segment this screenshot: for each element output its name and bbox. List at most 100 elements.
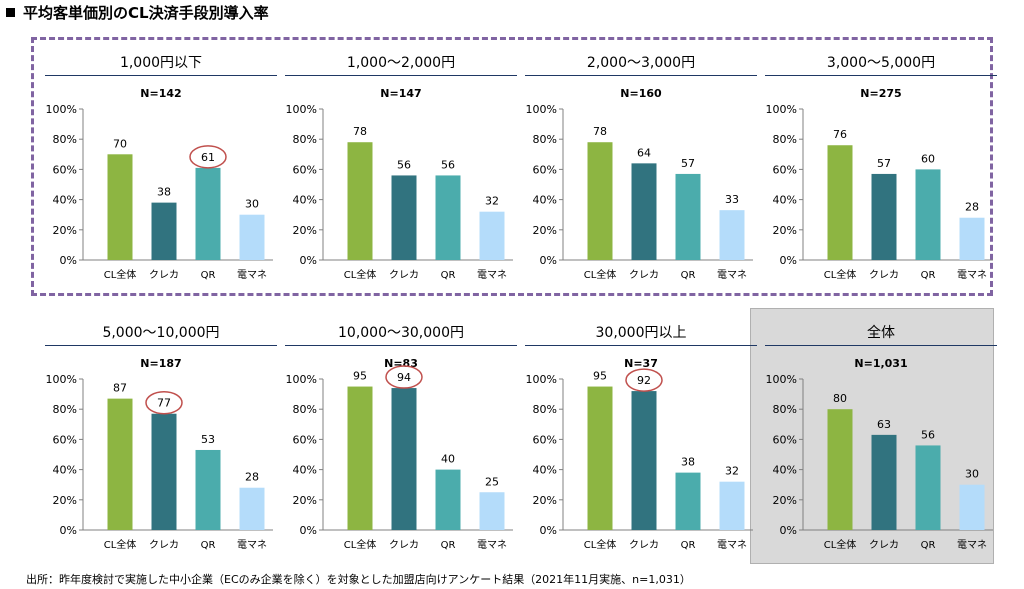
category-label: QR <box>681 540 696 551</box>
data-label: 95 <box>353 370 367 383</box>
y-tick-label: 100% <box>526 103 557 116</box>
category-label: 電マネ <box>957 269 987 281</box>
bar <box>151 413 177 530</box>
category-label: 電マネ <box>477 539 507 551</box>
y-tick-label: 80% <box>293 403 317 416</box>
data-label: 61 <box>201 151 215 164</box>
category-label: クレカ <box>149 269 179 281</box>
data-label: 95 <box>593 370 607 383</box>
highlight-circle <box>625 368 663 392</box>
data-label: 63 <box>877 418 891 431</box>
y-tick-label: 20% <box>773 224 797 237</box>
bar <box>151 202 177 260</box>
data-label: 64 <box>637 146 651 159</box>
data-label: 30 <box>965 468 979 481</box>
category-label: 電マネ <box>237 269 267 281</box>
y-tick-label: 0% <box>780 524 797 537</box>
y-tick-label: 20% <box>293 224 317 237</box>
bar <box>871 173 897 260</box>
y-tick-label: 60% <box>773 433 797 446</box>
bar-chart: 0% 20% 40% 60% 80% 100% 78 CL全体 56 クレカ 56 QR 32 電マネ <box>286 103 513 281</box>
y-tick-label: 60% <box>53 433 77 446</box>
highlight-circle <box>385 365 423 389</box>
data-label: 78 <box>593 125 607 138</box>
data-label: 40 <box>441 453 455 466</box>
category-label: 電マネ <box>717 539 747 551</box>
category-label: CL全体 <box>344 538 377 551</box>
panel-title-rule <box>525 75 757 76</box>
data-label: 80 <box>833 392 847 405</box>
data-label: 28 <box>245 471 259 484</box>
bar <box>195 167 221 260</box>
bar <box>587 386 613 530</box>
category-label: クレカ <box>389 539 419 551</box>
y-tick-label: 0% <box>540 524 557 537</box>
data-label: 87 <box>113 382 127 395</box>
category-label: QR <box>441 540 456 551</box>
bar <box>871 434 897 530</box>
bar <box>107 154 133 260</box>
y-tick-label: 40% <box>533 194 557 207</box>
data-label: 32 <box>485 195 499 208</box>
panel-title: 5,000～10,000円 <box>102 325 220 341</box>
category-label: CL全体 <box>584 268 617 281</box>
panel-sample-size: N=147 <box>380 87 422 100</box>
panel-title-rule <box>45 75 277 76</box>
y-tick-label: 20% <box>53 494 77 507</box>
y-tick-label: 40% <box>773 194 797 207</box>
source-note: 出所：昨年度検討で実施した中小企業（ECのみ企業を除く）を対象とした加盟店向けア… <box>26 573 691 586</box>
category-label: QR <box>441 270 456 281</box>
bar <box>195 449 221 530</box>
bar <box>915 169 941 260</box>
y-tick-label: 60% <box>773 163 797 176</box>
category-label: 電マネ <box>237 539 267 551</box>
data-label: 57 <box>681 157 695 170</box>
y-tick-label: 60% <box>533 433 557 446</box>
data-label: 60 <box>921 152 935 165</box>
bar <box>959 217 985 260</box>
y-tick-label: 100% <box>286 103 317 116</box>
data-label: 30 <box>245 198 259 211</box>
y-tick-label: 80% <box>533 133 557 146</box>
data-label: 76 <box>833 128 847 141</box>
bar <box>631 391 657 530</box>
bar-chart: 0% 20% 40% 60% 80% 100% 70 CL全体 38 クレカ 61 QR 30 電マネ <box>46 103 273 281</box>
y-tick-label: 80% <box>53 133 77 146</box>
bar-chart: 0% 20% 40% 60% 80% 100% 76 CL全体 57 クレカ 60 QR 28 電マネ <box>766 103 993 281</box>
data-label: 32 <box>725 465 739 478</box>
bar <box>587 142 613 260</box>
bar <box>719 210 745 260</box>
y-tick-label: 0% <box>300 524 317 537</box>
bar-chart: 0% 20% 40% 60% 80% 100% 87 CL全体 77 クレカ 53 QR 28 電マネ <box>46 373 273 551</box>
panel-title: 2,000～3,000円 <box>586 55 696 71</box>
panel-title: 1,000円以下 <box>119 55 203 71</box>
y-tick-label: 0% <box>60 254 77 267</box>
panel-title: 10,000～30,000円 <box>338 325 464 341</box>
page-title: 平均客単価別のCL決済手段別導入率 <box>6 2 269 23</box>
page-title-text: 平均客単価別のCL決済手段別導入率 <box>23 4 269 22</box>
y-tick-label: 20% <box>293 494 317 507</box>
y-tick-label: 0% <box>300 254 317 267</box>
y-tick-label: 0% <box>540 254 557 267</box>
bar <box>675 472 701 530</box>
panel-title-rule <box>45 345 277 346</box>
bar <box>239 214 265 260</box>
y-tick-label: 20% <box>533 224 557 237</box>
category-label: クレカ <box>629 269 659 281</box>
panel-title: 3,000～5,000円 <box>826 55 936 71</box>
y-tick-label: 0% <box>780 254 797 267</box>
data-label: 77 <box>157 397 171 410</box>
data-label: 38 <box>157 186 171 199</box>
y-tick-label: 60% <box>293 163 317 176</box>
category-label: CL全体 <box>584 538 617 551</box>
bar <box>827 145 853 260</box>
bar <box>675 173 701 260</box>
y-tick-label: 40% <box>533 464 557 477</box>
panel-sample-size: N=142 <box>140 87 182 100</box>
data-label: 28 <box>965 201 979 214</box>
y-tick-label: 60% <box>53 163 77 176</box>
category-label: CL全体 <box>824 268 857 281</box>
category-label: QR <box>921 540 936 551</box>
y-tick-label: 80% <box>533 403 557 416</box>
category-label: クレカ <box>869 539 899 551</box>
